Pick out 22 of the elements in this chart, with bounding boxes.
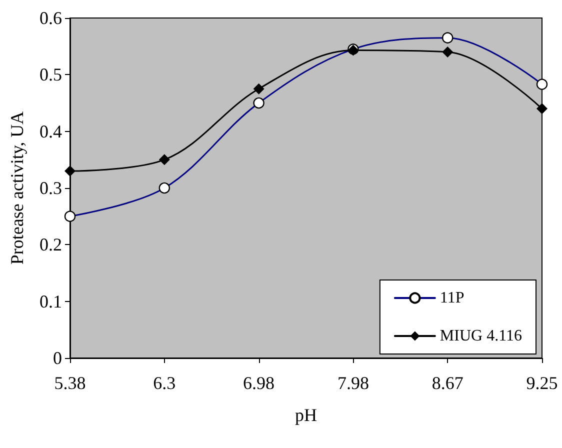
legend-label: 11P xyxy=(440,290,464,306)
y-tick-label: 0.5 xyxy=(40,64,62,85)
point xyxy=(158,154,170,166)
y-tick-label: 0.1 xyxy=(40,291,62,312)
x-tick-label: 6.3 xyxy=(153,373,176,393)
point xyxy=(536,103,548,114)
y-tick-label: 0.2 xyxy=(40,234,62,255)
y-tick-label: 0.3 xyxy=(40,178,62,198)
y-tick-label: 0.4 xyxy=(40,121,62,142)
y-tick-label: 0.6 xyxy=(40,8,62,28)
x-tick-label: 7.98 xyxy=(337,373,369,393)
point xyxy=(64,166,76,176)
point xyxy=(253,83,264,94)
x-tick-label: 8.67 xyxy=(432,373,464,393)
x-tick-label: 9.25 xyxy=(526,373,558,393)
x-axis-title: pH xyxy=(295,405,317,425)
y-axis-title: Protease activity, UA xyxy=(7,111,27,265)
point xyxy=(442,46,454,58)
y-tick-label: 0 xyxy=(53,348,62,368)
legend-label: MIUG 4.116 xyxy=(440,328,522,344)
x-tick-label: 6.98 xyxy=(243,373,275,393)
x-tick-label: 5.38 xyxy=(54,373,86,393)
